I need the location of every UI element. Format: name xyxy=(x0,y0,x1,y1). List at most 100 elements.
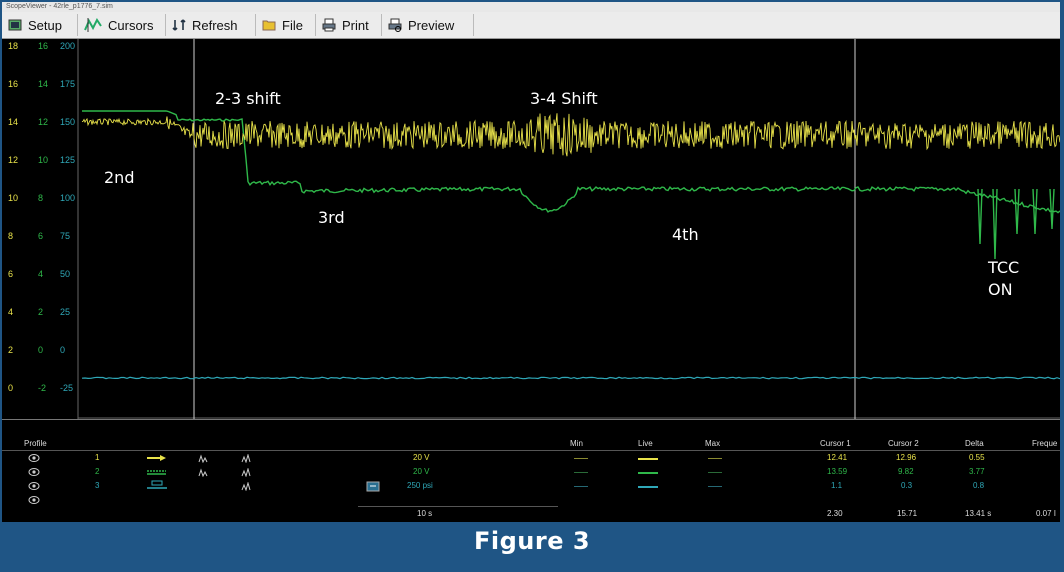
channel-scale: 20 V xyxy=(413,467,430,476)
preview-label: Preview xyxy=(408,17,455,33)
cursor1-value: 12.41 xyxy=(827,453,848,462)
cursors-button[interactable]: Cursors xyxy=(78,14,166,36)
axis-tick-label: 125 xyxy=(60,155,76,165)
axis-tick-label: 10 xyxy=(8,193,19,203)
scope-viewer-window: ScopeViewer - 42rle_p1776_7.sim Setup Cu… xyxy=(2,2,1060,522)
refresh-label: Refresh xyxy=(192,17,238,33)
window-title: ScopeViewer - 42rle_p1776_7.sim xyxy=(2,2,1060,12)
axis-tick-label: -2 xyxy=(38,383,47,393)
axis-tick-label: 0 xyxy=(38,345,44,355)
min-value-dash xyxy=(574,486,588,487)
refresh-icon xyxy=(172,19,186,31)
axis-tick-label: 175 xyxy=(60,79,76,89)
cursor1-value: 13.59 xyxy=(827,467,848,476)
cursors-icon xyxy=(84,18,102,32)
probe-voltage-icon xyxy=(147,470,166,475)
cursor1-value: 1.1 xyxy=(831,481,843,490)
cursor2-value: 12.96 xyxy=(896,453,917,462)
scope-plot[interactable]: 18 16 14 12 10 8 6 4 2 0 16 14 12 10 8 6 4 2 0 -2 200 175 15… xyxy=(2,39,1060,433)
axis-tick-label: 4 xyxy=(8,307,14,317)
scale-icon[interactable] xyxy=(241,468,251,477)
channel-row-3[interactable]: 3 250 psi 1.1 0.3 0.8 xyxy=(2,480,1060,494)
cursors-label: Cursors xyxy=(108,17,154,33)
axis-tick-label: 18 xyxy=(8,41,19,51)
setup-icon xyxy=(8,19,22,31)
axis-tick-label: 2 xyxy=(38,307,44,317)
scale-icon[interactable] xyxy=(241,482,251,491)
annotation-2nd-gear: 2nd xyxy=(104,168,135,187)
delta-time: 13.41 s xyxy=(965,509,992,518)
annotation-tcc-on: TCC ON xyxy=(988,257,1019,301)
figure-caption: Figure 3 xyxy=(473,527,591,555)
timebase-value: 10 s xyxy=(417,509,433,518)
live-value-line xyxy=(638,472,658,474)
axis-tick-label: 2 xyxy=(8,345,14,355)
channel3-trace xyxy=(81,376,1060,380)
visibility-eye-icon[interactable] xyxy=(28,467,40,477)
live-value-line xyxy=(638,458,658,460)
live-value-line xyxy=(638,486,658,488)
timebase-divider xyxy=(358,506,558,507)
toolbar: Setup Cursors Refresh File Print Preview xyxy=(2,12,1060,39)
scale-icon[interactable] xyxy=(241,454,251,463)
annotation-tcc-line1: TCC xyxy=(988,258,1020,277)
channel-number: 2 xyxy=(95,467,100,476)
pressure-gauge-icon[interactable] xyxy=(366,481,380,492)
frequency-value: 0.07 I xyxy=(1036,509,1057,518)
axis-tick-label: 4 xyxy=(38,269,44,279)
axis-tick-label: 10 xyxy=(38,155,49,165)
frequency-header: Freque xyxy=(1032,439,1058,448)
channel-info-panel: Profile Min Live Max Cursor 1 Cursor 2 D… xyxy=(2,419,1060,522)
setup-button[interactable]: Setup xyxy=(2,14,78,36)
cursor2-header: Cursor 2 xyxy=(888,439,919,448)
trigger-icon[interactable] xyxy=(198,454,208,463)
delta-value: 0.55 xyxy=(969,453,985,462)
print-preview-icon xyxy=(388,18,402,32)
delta-value: 3.77 xyxy=(969,467,985,476)
axis-tick-label: 6 xyxy=(38,231,44,241)
cursor2-value: 9.82 xyxy=(898,467,914,476)
visibility-eye-icon[interactable] xyxy=(28,495,40,505)
channel-row-2[interactable]: 2 20 V 13.59 9.82 3.77 xyxy=(2,466,1060,480)
annotation-4th-gear: 4th xyxy=(672,225,699,244)
axis-tick-label: 14 xyxy=(38,79,49,89)
tcc-spike xyxy=(992,188,998,260)
waveform-canvas xyxy=(77,39,1060,419)
axis-tick-label: 8 xyxy=(8,231,14,241)
cursor1-time: 2.30 xyxy=(827,509,843,518)
file-label: File xyxy=(282,17,303,33)
preview-button[interactable]: Preview xyxy=(382,14,474,36)
trigger-icon[interactable] xyxy=(198,468,208,477)
axis-tick-label: 25 xyxy=(60,307,71,317)
visibility-eye-icon[interactable] xyxy=(28,481,40,491)
axis-tick-label: 0 xyxy=(60,345,66,355)
annotation-2-3-shift: 2-3 shift xyxy=(215,89,281,108)
pressure-transducer-icon xyxy=(147,480,167,489)
axis-tick-label: -25 xyxy=(60,383,74,393)
folder-icon xyxy=(262,20,276,31)
tcc-spike xyxy=(1014,188,1020,235)
axis-tick-label: 200 xyxy=(60,41,76,51)
axis-tick-label: 16 xyxy=(8,79,19,89)
refresh-button[interactable]: Refresh xyxy=(166,14,256,36)
axis-tick-label: 12 xyxy=(38,117,49,127)
printer-icon xyxy=(322,18,336,32)
print-button[interactable]: Print xyxy=(316,14,382,36)
file-button[interactable]: File xyxy=(256,14,316,36)
channel-row-1[interactable]: 1 20 V 12.41 12.96 0.55 xyxy=(2,452,1060,466)
delta-header: Delta xyxy=(965,439,984,448)
annotation-3rd-gear: 3rd xyxy=(318,208,345,227)
channel-row-4[interactable] xyxy=(2,494,1060,506)
axis-tick-label: 14 xyxy=(8,117,19,127)
channel2-trace xyxy=(82,110,1060,214)
visibility-eye-icon[interactable] xyxy=(28,453,40,463)
min-header: Min xyxy=(570,439,583,448)
min-value-dash xyxy=(574,458,588,459)
channel-number: 1 xyxy=(95,453,100,462)
annotation-3-4-shift: 3-4 Shift xyxy=(530,89,598,108)
axis-tick-label: 0 xyxy=(8,383,14,393)
delta-value: 0.8 xyxy=(973,481,985,490)
channel-number: 3 xyxy=(95,481,100,490)
info-divider xyxy=(2,450,1060,451)
max-value-dash xyxy=(708,486,722,487)
